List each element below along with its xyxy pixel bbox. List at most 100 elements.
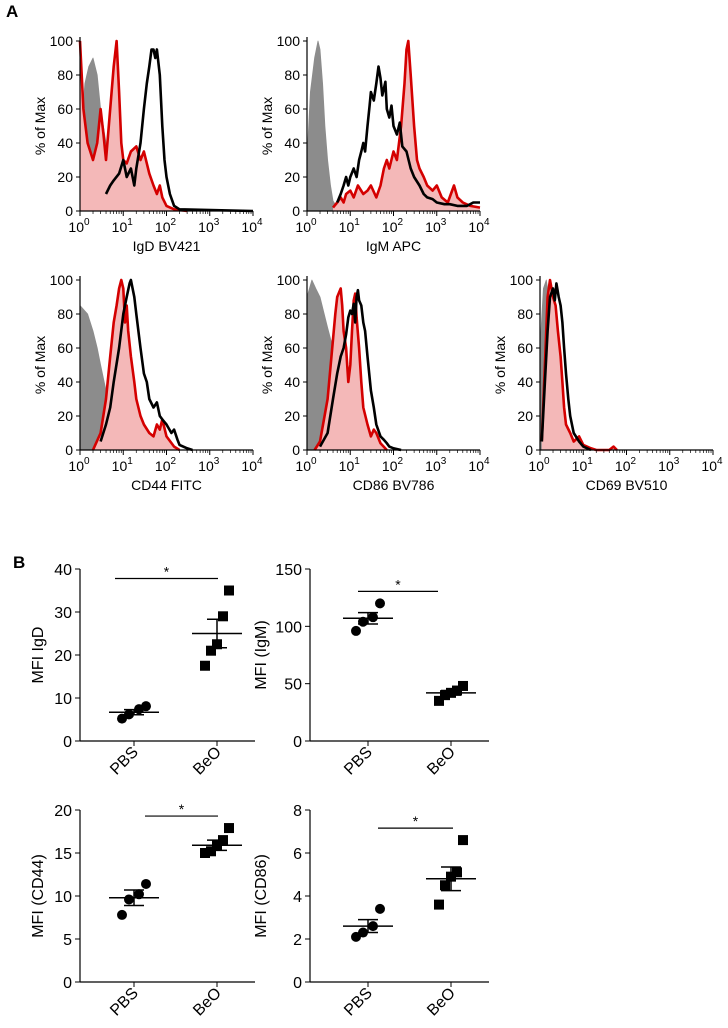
y-tick-label-mfi_igd: 20 xyxy=(54,648,72,665)
data-point-mfi_cd44-BeO xyxy=(206,846,216,857)
data-point-mfi_igm-PBS xyxy=(368,612,378,623)
significance-star-mfi_cd44: * xyxy=(179,801,185,817)
data-point-mfi_igd-BeO xyxy=(218,611,228,622)
y-tick-label-igd: 80 xyxy=(57,67,73,83)
data-point-mfi_igm-PBS xyxy=(375,598,385,609)
y-axis-label-igm: % of Max xyxy=(259,97,275,155)
y-tick-label-mfi_igm: 50 xyxy=(284,677,302,694)
panel-label-a: A xyxy=(6,2,19,21)
x-tick-label-cd86: 101 xyxy=(339,456,361,474)
y-axis-label-mfi_cd44: MFI (CD44) xyxy=(30,854,47,938)
histogram-line-cd44-PBS xyxy=(91,278,181,452)
y-tick-label-mfi_cd86: 2 xyxy=(293,932,302,949)
x-tick-label-cd44: 104 xyxy=(241,456,263,474)
y-tick-label-igd: 40 xyxy=(57,135,73,151)
x-tick-label-cd69: 101 xyxy=(572,456,594,474)
y-axis-label-mfi_igm: MFI (IgM) xyxy=(253,620,270,689)
x-tick-label-igm: 102 xyxy=(382,217,404,235)
y-tick-label-cd44: 20 xyxy=(57,408,73,424)
y-tick-label-cd69: 100 xyxy=(510,272,534,288)
y-tick-label-mfi_cd86: 8 xyxy=(293,803,302,820)
y-tick-label-mfi_cd44: 15 xyxy=(54,846,72,863)
data-point-mfi_cd44-PBS xyxy=(124,894,134,905)
y-tick-label-igd: 0 xyxy=(65,203,73,219)
x-tick-label-igd: 102 xyxy=(155,217,177,235)
category-label-mfi_cd44: BeO xyxy=(190,985,225,1020)
x-tick-label-cd44: 103 xyxy=(198,456,220,474)
x-tick-label-cd69: 104 xyxy=(701,456,723,474)
histogram-line-cd86-BeO xyxy=(318,288,402,452)
category-label-mfi_igd: PBS xyxy=(107,744,142,779)
x-axis-label-cd86: CD86 BV786 xyxy=(353,477,435,493)
category-label-mfi_igm: PBS xyxy=(341,744,376,779)
x-tick-label-cd86: 104 xyxy=(468,456,490,474)
x-tick-label-cd69: 100 xyxy=(528,456,550,474)
y-tick-label-mfi_cd86: 0 xyxy=(293,975,302,992)
y-axis-label-mfi_igd: MFI IgD xyxy=(30,627,47,684)
y-tick-label-igm: 100 xyxy=(277,33,301,49)
data-point-mfi_cd86-BeO xyxy=(458,835,468,846)
y-tick-label-cd44: 60 xyxy=(57,340,73,356)
x-tick-label-igd: 104 xyxy=(241,217,263,235)
category-label-mfi_cd86: PBS xyxy=(341,985,376,1020)
x-tick-label-cd86: 102 xyxy=(382,456,404,474)
category-label-mfi_igm: BeO xyxy=(424,744,459,779)
y-tick-label-cd86: 20 xyxy=(284,408,300,424)
y-tick-label-cd86: 80 xyxy=(284,306,300,322)
data-point-mfi_cd44-BeO xyxy=(224,823,234,834)
x-tick-label-igd: 100 xyxy=(68,217,90,235)
category-label-mfi_igd: BeO xyxy=(190,744,225,779)
x-tick-label-cd86: 103 xyxy=(425,456,447,474)
y-tick-label-igm: 40 xyxy=(284,135,300,151)
x-axis-label-cd44: CD44 FITC xyxy=(131,477,202,493)
y-tick-label-cd69: 60 xyxy=(517,340,533,356)
y-tick-label-igd: 20 xyxy=(57,169,73,185)
x-tick-label-igd: 101 xyxy=(112,217,134,235)
y-tick-label-cd69: 80 xyxy=(517,306,533,322)
y-tick-label-igm: 0 xyxy=(292,203,300,219)
histogram-line-cd86-PBS xyxy=(313,287,388,451)
y-axis-label-cd69: % of Max xyxy=(492,336,508,394)
x-tick-label-igm: 101 xyxy=(339,217,361,235)
y-tick-label-cd69: 40 xyxy=(517,374,533,390)
histogram-line-igm-BeO xyxy=(335,65,480,208)
x-tick-label-igd: 103 xyxy=(198,217,220,235)
x-tick-label-igm: 100 xyxy=(295,217,317,235)
y-tick-label-cd44: 40 xyxy=(57,374,73,390)
histogram-fill-igm-PBS xyxy=(333,41,480,211)
data-point-mfi_cd44-PBS xyxy=(141,878,151,889)
significance-star-mfi_cd86: * xyxy=(413,813,419,829)
data-point-mfi_cd44-PBS xyxy=(134,889,144,900)
x-tick-label-cd44: 101 xyxy=(112,456,134,474)
y-tick-label-cd44: 80 xyxy=(57,306,73,322)
data-point-mfi_igd-BeO xyxy=(206,645,216,656)
y-tick-label-mfi_cd44: 5 xyxy=(63,932,72,949)
y-tick-label-igd: 60 xyxy=(57,101,73,117)
panel-label-b: B xyxy=(13,553,26,572)
category-label-mfi_cd44: PBS xyxy=(107,985,142,1020)
y-tick-label-igm: 60 xyxy=(284,101,300,117)
y-tick-label-mfi_igd: 0 xyxy=(63,734,72,751)
significance-star-mfi_igd: * xyxy=(164,564,170,580)
y-axis-label-igd: % of Max xyxy=(32,97,48,155)
y-tick-label-cd44: 100 xyxy=(50,272,74,288)
y-tick-label-cd86: 40 xyxy=(284,374,300,390)
histogram-line-cd44-BeO xyxy=(99,278,193,452)
significance-star-mfi_igm: * xyxy=(395,576,401,592)
y-tick-label-mfi_cd44: 20 xyxy=(54,803,72,820)
histogram-line-igm-isotype xyxy=(306,40,344,212)
y-axis-label-cd44: % of Max xyxy=(32,336,48,394)
histogram-line-igd-BeO xyxy=(104,48,254,213)
histogram-line-cd69-BeO xyxy=(540,282,592,452)
y-tick-label-mfi_igd: 10 xyxy=(54,691,72,708)
data-point-mfi_igd-PBS xyxy=(141,701,151,712)
y-axis-label-cd86: % of Max xyxy=(259,336,275,394)
y-tick-label-mfi_igm: 150 xyxy=(275,562,302,579)
x-axis-label-igd: IgD BV421 xyxy=(133,238,201,254)
data-point-mfi_igd-BeO xyxy=(224,585,234,596)
data-point-mfi_cd86-BeO xyxy=(452,867,462,878)
data-point-mfi_igm-BeO xyxy=(458,680,468,691)
histogram-fill-igm-isotype xyxy=(307,41,344,211)
x-axis-label-igm: IgM APC xyxy=(366,238,421,254)
